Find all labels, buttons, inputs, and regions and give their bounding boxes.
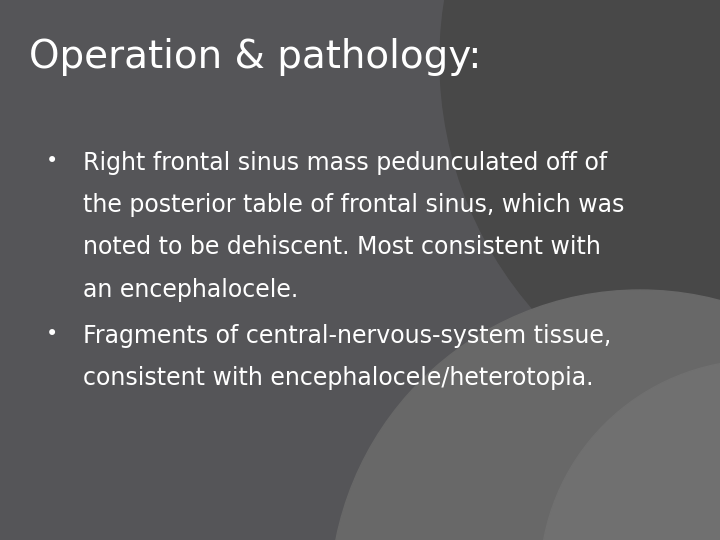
Circle shape [440, 0, 720, 440]
Circle shape [330, 290, 720, 540]
Text: Operation & pathology:: Operation & pathology: [29, 38, 481, 76]
Circle shape [540, 360, 720, 540]
Text: the posterior table of frontal sinus, which was: the posterior table of frontal sinus, wh… [83, 193, 624, 217]
Text: •: • [45, 324, 58, 344]
Text: an encephalocele.: an encephalocele. [83, 278, 298, 301]
Text: noted to be dehiscent. Most consistent with: noted to be dehiscent. Most consistent w… [83, 235, 600, 259]
Text: Right frontal sinus mass pedunculated off of: Right frontal sinus mass pedunculated of… [83, 151, 607, 175]
Text: Fragments of central-nervous-system tissue,: Fragments of central-nervous-system tiss… [83, 324, 611, 348]
Text: consistent with encephalocele/heterotopia.: consistent with encephalocele/heterotopi… [83, 366, 593, 390]
Text: •: • [45, 151, 58, 171]
